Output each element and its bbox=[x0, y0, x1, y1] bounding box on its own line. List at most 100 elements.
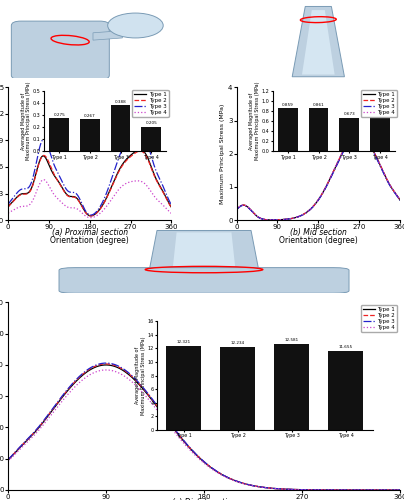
Type 4 bbox=[268, 485, 273, 491]
Type 4 bbox=[48, 186, 53, 192]
Polygon shape bbox=[292, 6, 345, 76]
Text: (b) Mid section: (b) Mid section bbox=[290, 228, 347, 237]
Legend: Type 1, Type 2, Type 3, Type 4: Type 1, Type 2, Type 3, Type 4 bbox=[360, 305, 397, 332]
Type 1 bbox=[308, 206, 313, 212]
Type 4 bbox=[356, 132, 361, 138]
Type 4 bbox=[308, 206, 313, 212]
Type 4 bbox=[104, 367, 109, 373]
Polygon shape bbox=[149, 230, 259, 271]
Type 2 bbox=[237, 479, 242, 485]
Type 2 bbox=[268, 485, 273, 491]
Type 1 bbox=[398, 487, 402, 493]
Type 2 bbox=[48, 162, 53, 168]
Type 2 bbox=[276, 216, 281, 222]
Type 3 bbox=[80, 201, 84, 207]
Type 4 bbox=[263, 216, 268, 222]
Type 3 bbox=[107, 360, 112, 366]
Type 2 bbox=[75, 376, 80, 382]
Type 2 bbox=[398, 197, 402, 203]
Line: Type 3: Type 3 bbox=[237, 136, 400, 220]
Type 2 bbox=[102, 199, 107, 205]
Type 4 bbox=[80, 210, 85, 216]
Type 3 bbox=[269, 217, 274, 223]
Type 2 bbox=[169, 204, 174, 210]
Type 4 bbox=[115, 188, 120, 194]
Type 1 bbox=[115, 170, 120, 176]
Type 1 bbox=[104, 362, 109, 368]
X-axis label: Orientation (degree): Orientation (degree) bbox=[279, 236, 358, 245]
Type 4 bbox=[41, 176, 46, 182]
Type 4 bbox=[103, 206, 107, 212]
Line: Type 2: Type 2 bbox=[237, 136, 400, 220]
Line: Type 3: Type 3 bbox=[8, 132, 171, 215]
Polygon shape bbox=[93, 30, 122, 40]
Type 4 bbox=[183, 443, 188, 449]
Line: Type 1: Type 1 bbox=[8, 150, 171, 216]
Type 4 bbox=[269, 217, 274, 223]
Type 3 bbox=[169, 202, 174, 208]
Type 2 bbox=[358, 132, 362, 138]
Line: Type 4: Type 4 bbox=[8, 180, 171, 218]
Type 2 bbox=[129, 153, 134, 159]
Type 2 bbox=[138, 148, 143, 154]
Type 2 bbox=[107, 361, 112, 367]
Line: Type 3: Type 3 bbox=[8, 363, 400, 490]
Type 2 bbox=[356, 132, 361, 138]
Type 4 bbox=[35, 188, 40, 194]
Type 2 bbox=[234, 206, 239, 212]
Type 3 bbox=[88, 212, 93, 218]
Type 4 bbox=[234, 206, 239, 212]
Type 1 bbox=[331, 169, 336, 175]
Type 1 bbox=[169, 204, 174, 210]
Type 1 bbox=[88, 213, 93, 219]
Type 2 bbox=[269, 217, 274, 223]
Text: (c) Distal section: (c) Distal section bbox=[172, 498, 236, 500]
Type 4 bbox=[6, 458, 11, 464]
Type 4 bbox=[398, 487, 402, 493]
Type 3 bbox=[183, 440, 188, 446]
Type 1 bbox=[343, 143, 348, 149]
Type 1 bbox=[6, 457, 11, 463]
Type 3 bbox=[276, 217, 281, 223]
Type 3 bbox=[104, 360, 109, 366]
Type 1 bbox=[138, 146, 143, 152]
Type 3 bbox=[331, 170, 336, 175]
Type 1 bbox=[183, 441, 188, 447]
Type 4 bbox=[237, 480, 242, 486]
Type 1 bbox=[102, 198, 107, 204]
Type 4 bbox=[169, 210, 174, 216]
Type 4 bbox=[6, 210, 11, 216]
Type 3 bbox=[308, 206, 313, 212]
Type 1 bbox=[234, 206, 239, 212]
Type 2 bbox=[398, 487, 402, 493]
Type 1 bbox=[129, 152, 134, 158]
Polygon shape bbox=[302, 10, 335, 74]
Type 4 bbox=[276, 216, 281, 222]
Type 2 bbox=[301, 486, 306, 492]
Text: (a) Proximal section: (a) Proximal section bbox=[52, 228, 128, 237]
Type 3 bbox=[356, 134, 361, 140]
Legend: Type 1, Type 2, Type 3, Type 4: Type 1, Type 2, Type 3, Type 4 bbox=[360, 90, 397, 117]
Type 1 bbox=[358, 132, 362, 138]
Type 1 bbox=[48, 164, 53, 170]
FancyBboxPatch shape bbox=[11, 21, 109, 80]
Line: Type 2: Type 2 bbox=[8, 151, 171, 216]
Type 2 bbox=[80, 204, 84, 210]
Type 2 bbox=[115, 172, 120, 177]
X-axis label: Orientation (degree): Orientation (degree) bbox=[50, 236, 129, 245]
Type 3 bbox=[6, 202, 11, 207]
Type 4 bbox=[358, 132, 362, 138]
Type 3 bbox=[115, 158, 120, 164]
Type 1 bbox=[268, 485, 273, 491]
Type 3 bbox=[129, 133, 134, 139]
Type 1 bbox=[276, 216, 281, 222]
Type 3 bbox=[301, 486, 306, 492]
Type 1 bbox=[35, 166, 40, 172]
Type 1 bbox=[80, 204, 84, 210]
Type 2 bbox=[343, 143, 348, 149]
Type 4 bbox=[301, 486, 306, 492]
Type 2 bbox=[88, 213, 93, 219]
Type 3 bbox=[343, 144, 348, 150]
Type 4 bbox=[343, 142, 348, 148]
Type 3 bbox=[234, 206, 239, 212]
